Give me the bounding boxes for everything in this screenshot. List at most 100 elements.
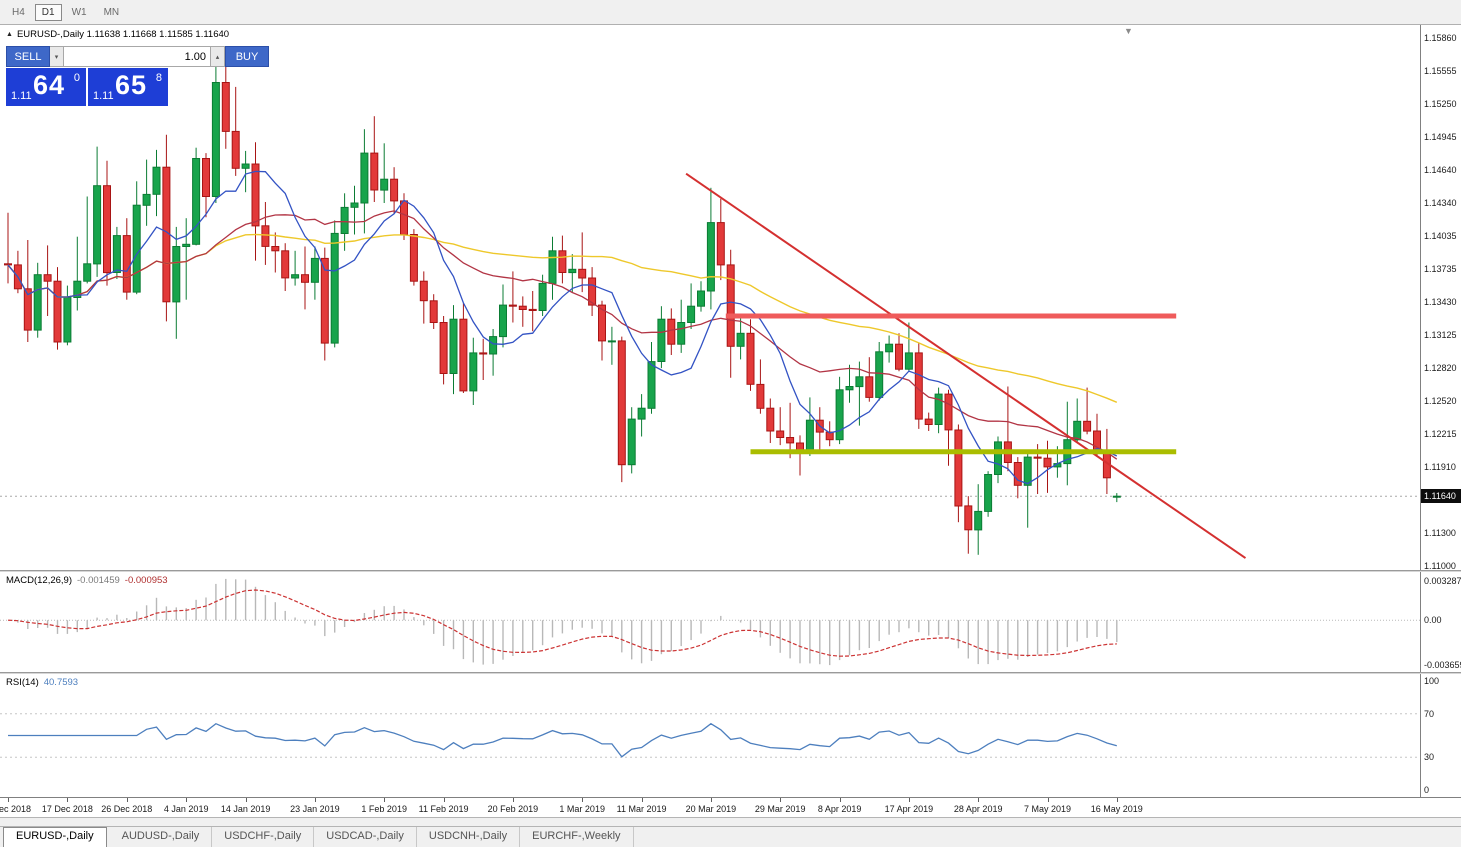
price-tick-label: 1.12820 — [1424, 363, 1457, 374]
chart-tab-audusd-daily[interactable]: AUDUSD-,Daily — [110, 827, 213, 847]
timeframe-buttons: H4 D1 W1 MN — [5, 3, 126, 21]
rsi-axis-100: 100 — [1424, 676, 1440, 686]
timeframe-button-w1[interactable]: W1 — [71, 6, 87, 18]
main-chart-row: ▲ EURUSD-,Daily 1.11638 1.11668 1.11585 … — [0, 25, 1461, 571]
bottom-tab-bar: EURUSD-,Daily AUDUSD-,Daily USDCHF-,Daily U… — [0, 826, 1461, 847]
timeframe-button-h4[interactable]: H4 — [12, 6, 25, 18]
timeframe-button-d1[interactable]: D1 — [34, 3, 62, 21]
date-tick — [186, 798, 188, 802]
chart-tab-eurchf-weekly[interactable]: EURCHF-,Weekly — [520, 827, 634, 847]
price-tick-label: 1.14340 — [1424, 198, 1457, 209]
date-tick — [710, 798, 712, 802]
chart-ohlc-title: EURUSD-,Daily 1.11638 1.11668 1.11585 1.… — [16, 29, 230, 40]
date-tick-label: 28 Apr 2019 — [953, 804, 1003, 814]
rsi-chart-svg[interactable] — [0, 674, 1420, 797]
date-tick-label: 7 Dec 2018 — [0, 804, 32, 814]
bid-price-panel[interactable]: 1.11 64 0 — [6, 68, 86, 106]
price-tick-label: 1.15860 — [1424, 33, 1457, 44]
horizontal-scrollbar[interactable] — [0, 817, 1461, 826]
sell-button[interactable]: SELL — [6, 46, 50, 67]
date-tick-label: 11 Feb 2019 — [418, 804, 469, 814]
ask-price-big: 65 — [115, 70, 148, 100]
chart-tab-usdcad-daily[interactable]: USDCAD-,Daily — [314, 827, 417, 847]
rsi-axis[interactable]: 100 70 30 0 — [1420, 674, 1461, 797]
volume-spin-button[interactable]: ▴ — [211, 46, 225, 67]
date-tick — [314, 798, 316, 802]
one-click-collapse-icon[interactable]: ▲ — [6, 31, 13, 38]
chart-tabs: EURUSD-,Daily AUDUSD-,Daily USDCHF-,Daily U… — [3, 827, 634, 847]
chart-shift-marker-icon[interactable]: ▼ — [1124, 26, 1133, 36]
macd-name: MACD(12,26,9) — [6, 575, 72, 586]
date-tick-label: 29 Mar 2019 — [754, 804, 806, 814]
date-tick-label: 11 Mar 2019 — [616, 804, 667, 814]
date-tick — [582, 798, 584, 802]
date-tick — [126, 798, 128, 802]
price-tick-label: 1.11300 — [1424, 528, 1456, 539]
date-tick — [384, 798, 386, 802]
panel-separator[interactable] — [0, 570, 1461, 572]
rsi-axis-70: 70 — [1424, 708, 1435, 719]
macd-main-value: -0.001459 — [77, 575, 120, 586]
bid-price-sup: 0 — [73, 72, 80, 84]
rsi-axis-30: 30 — [1424, 752, 1435, 763]
rsi-axis-0: 0 — [1424, 785, 1430, 795]
date-tick-label: 17 Apr 2019 — [884, 804, 934, 814]
price-tick-label: 1.12215 — [1424, 428, 1457, 439]
price-tick-label: 1.14945 — [1424, 132, 1457, 143]
price-chart-svg[interactable] — [0, 25, 1420, 570]
timeframe-toolbar: H4 D1 W1 MN — [0, 0, 1461, 25]
rsi-panel: RSI(14) 40.7593 100 70 30 0 — [0, 674, 1461, 797]
date-tick — [512, 798, 514, 802]
chart-tab-usdcnh-daily[interactable]: USDCNH-,Daily — [417, 827, 521, 847]
one-click-trading-panel: SELL ▾ ▴ BUY 1.11 64 0 1.11 65 8 — [6, 46, 269, 106]
rsi-plot[interactable]: RSI(14) 40.7593 — [0, 674, 1420, 797]
price-axis[interactable]: 1.15860 1.15555 1.15250 1.14945 1.14640 1.143… — [1420, 25, 1461, 571]
rsi-label: RSI(14) 40.7593 — [6, 677, 78, 688]
date-tick-label: 17 Dec 2018 — [41, 804, 93, 814]
ask-price-sup: 8 — [155, 72, 162, 84]
macd-signal-value: -0.000953 — [124, 575, 168, 586]
date-tick — [1047, 798, 1049, 802]
main-chart[interactable]: ▲ EURUSD-,Daily 1.11638 1.11668 1.11585 … — [0, 25, 1420, 570]
date-tick — [641, 798, 643, 802]
current-price-badge: 1.11640 — [1421, 489, 1461, 504]
bid-price-prefix: 1.11 — [11, 90, 32, 102]
date-tick-label: 20 Mar 2019 — [685, 804, 737, 814]
rsi-value: 40.7593 — [43, 677, 79, 688]
panel-separator[interactable] — [0, 672, 1461, 674]
volume-input[interactable] — [64, 46, 211, 67]
price-tick-label: 1.14640 — [1424, 165, 1457, 176]
macd-axis-top: 0.003287 — [1424, 576, 1461, 586]
ask-price-panel[interactable]: 1.11 65 8 — [88, 68, 168, 106]
date-axis[interactable]: 7 Dec 2018 17 Dec 2018 26 Dec 2018 4 Jan 20… — [0, 797, 1461, 817]
macd-plot[interactable]: MACD(12,26,9) -0.001459 -0.000953 — [0, 572, 1420, 672]
date-tick-label: 14 Jan 2019 — [220, 804, 271, 814]
date-tick-label: 23 Jan 2019 — [290, 804, 340, 814]
price-tick-label: 1.15250 — [1424, 99, 1457, 110]
price-tick-label: 1.13735 — [1424, 263, 1457, 274]
date-tick-label: 8 Apr 2019 — [817, 804, 862, 814]
price-tick-label: 1.13125 — [1424, 329, 1457, 340]
date-tick — [245, 798, 247, 802]
macd-chart-svg[interactable] — [0, 572, 1420, 672]
date-tick-label: 4 Jan 2019 — [163, 804, 209, 814]
macd-panel: MACD(12,26,9) -0.001459 -0.000953 0.003287… — [0, 572, 1461, 672]
ask-price-prefix: 1.11 — [93, 90, 114, 102]
buy-button[interactable]: BUY — [225, 46, 269, 67]
macd-axis-zero: 0.00 — [1424, 615, 1442, 626]
chart-tab-usdchf-daily[interactable]: USDCHF-,Daily — [212, 827, 315, 847]
timeframe-button-mn[interactable]: MN — [103, 6, 120, 18]
chart-tab-eurusd-daily[interactable]: EURUSD-,Daily — [3, 827, 107, 847]
macd-axis-bottom: -0.003659 — [1424, 660, 1461, 670]
price-tick-label: 1.14035 — [1424, 231, 1457, 242]
date-tick — [839, 798, 841, 802]
date-tick — [780, 798, 782, 802]
date-tick-label: 26 Dec 2018 — [101, 804, 153, 814]
macd-axis[interactable]: 0.003287 0.00 -0.003659 — [1420, 572, 1461, 672]
date-tick — [67, 798, 69, 802]
date-tick-label: 1 Mar 2019 — [559, 804, 605, 814]
macd-label: MACD(12,26,9) -0.001459 -0.000953 — [6, 575, 168, 586]
volume-dropdown-button[interactable]: ▾ — [50, 46, 64, 67]
rsi-name: RSI(14) — [6, 677, 39, 688]
